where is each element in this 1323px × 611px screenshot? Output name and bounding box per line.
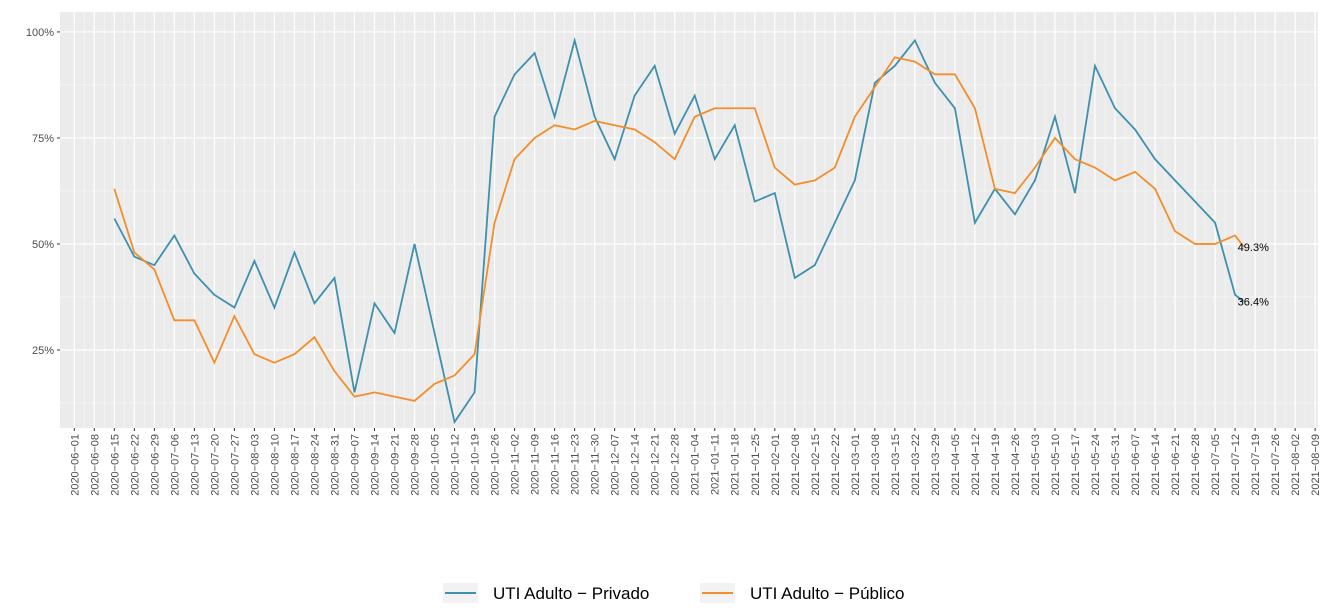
x-tick-label: 2021−07−19	[1250, 434, 1262, 496]
x-tick-label: 2020−12−14	[630, 434, 642, 496]
x-tick-label: 2021−08−02	[1290, 434, 1302, 496]
legend-label: UTI Adulto − Público	[750, 584, 905, 603]
x-tick-label: 2021−07−05	[1210, 434, 1222, 496]
x-tick-label: 2020−08−24	[309, 434, 321, 496]
x-tick-label: 2020−11−23	[570, 434, 582, 495]
x-tick-label: 2021−02−15	[810, 434, 822, 496]
x-tick-label: 2020−09−07	[349, 434, 361, 496]
x-tick-label: 2020−07−06	[169, 434, 181, 496]
x-tick-label: 2021−06−28	[1190, 434, 1202, 496]
x-tick-label: 2021−05−24	[1090, 434, 1102, 496]
x-tick-label: 2021−03−01	[850, 434, 862, 496]
x-tick-label: 2020−07−20	[209, 434, 221, 496]
x-tick-label: 2021−03−08	[870, 434, 882, 496]
line	[113, 56, 1245, 402]
x-tick-label: 2020−06−15	[109, 434, 121, 496]
x-tick-label: 2020−08−31	[329, 434, 341, 496]
x-tick-label: 2021−08−09	[1310, 434, 1322, 496]
x-tick-label: 2020−09−28	[410, 434, 422, 496]
x-tick-label: 2020−09−21	[390, 434, 402, 496]
legend-label: UTI Adulto − Privado	[493, 584, 649, 603]
y-tick-label: 50%	[32, 239, 54, 251]
x-tick-label: 2021−05−10	[1050, 434, 1062, 496]
x-tick-label: 2021−03−15	[890, 434, 902, 496]
x-tick-label: 2020−08−03	[249, 434, 261, 496]
x-tick-label: 2020−12−07	[610, 434, 622, 496]
x-tick-label: 2021−07−12	[1230, 434, 1242, 496]
x-tick-label: 2020−11−16	[550, 434, 562, 495]
x-tick-label: 2020−12−21	[650, 434, 662, 496]
x-tick-label: 2021−01−04	[690, 434, 702, 496]
x-tick-label: 2020−10−12	[450, 434, 462, 496]
line	[113, 36, 1245, 425]
x-tick-label: 2020−10−26	[490, 434, 502, 496]
x-tick-label: 2020−12−28	[670, 434, 682, 496]
x-tick-label: 2020−09−14	[370, 434, 382, 496]
x-tick-label: 2021−01−18	[730, 434, 742, 496]
x-tick-label: 2020−06−22	[129, 434, 141, 496]
x-tick-label: 2021−06−07	[1130, 434, 1142, 496]
x-tick-label: 2020−10−19	[470, 434, 482, 496]
x-tick-label: 2021−02−01	[770, 434, 782, 496]
x-tick-label: 2021−06−14	[1150, 434, 1162, 496]
y-tick-label: 100%	[26, 27, 54, 39]
x-tick-label: 2021−06−21	[1170, 434, 1182, 496]
value-label: 36.4%	[1238, 297, 1269, 309]
x-tick-label: 2020−06−08	[89, 434, 101, 496]
x-tick-label: 2021−05−03	[1030, 434, 1042, 496]
x-tick-label: 2020−07−27	[229, 434, 241, 496]
x-tick-label: 2021−04−05	[950, 434, 962, 496]
x-tick-label: 2020−11−09	[530, 434, 542, 495]
x-tick-label: 2021−02−22	[830, 434, 842, 496]
x-tick-label: 2021−05−17	[1070, 434, 1082, 496]
x-tick-label: 2021−03−22	[910, 434, 922, 496]
x-tick-label: 2020−11−02	[510, 434, 522, 495]
x-tick-label: 2021−04−19	[990, 434, 1002, 496]
x-tick-label: 2021−01−25	[750, 434, 762, 496]
x-tick-label: 2020−07−13	[189, 434, 201, 496]
x-tick-label: 2020−08−17	[289, 434, 301, 496]
x-tick-label: 2020−08−10	[269, 434, 281, 496]
y-tick-label: 25%	[32, 345, 54, 357]
x-tick-label: 2021−04−26	[1010, 434, 1022, 496]
value-label: 49.3%	[1238, 242, 1269, 254]
x-tick-label: 2020−11−30	[590, 434, 602, 495]
x-tick-label: 2021−03−29	[930, 434, 942, 496]
x-tick-label: 2020−10−05	[430, 434, 442, 496]
x-tick-label: 2021−05−31	[1110, 434, 1122, 496]
x-tick-label: 2020−06−01	[69, 434, 81, 496]
y-tick-label: 75%	[32, 133, 54, 145]
x-tick-label: 2021−02−08	[790, 434, 802, 496]
plot-background	[60, 12, 1318, 428]
x-tick-label: 2021−01−11	[710, 434, 722, 495]
x-tick-label: 2021−04−12	[970, 434, 982, 496]
x-tick-label: 2020−06−29	[149, 434, 161, 496]
x-tick-label: 2021−07−26	[1270, 434, 1282, 496]
